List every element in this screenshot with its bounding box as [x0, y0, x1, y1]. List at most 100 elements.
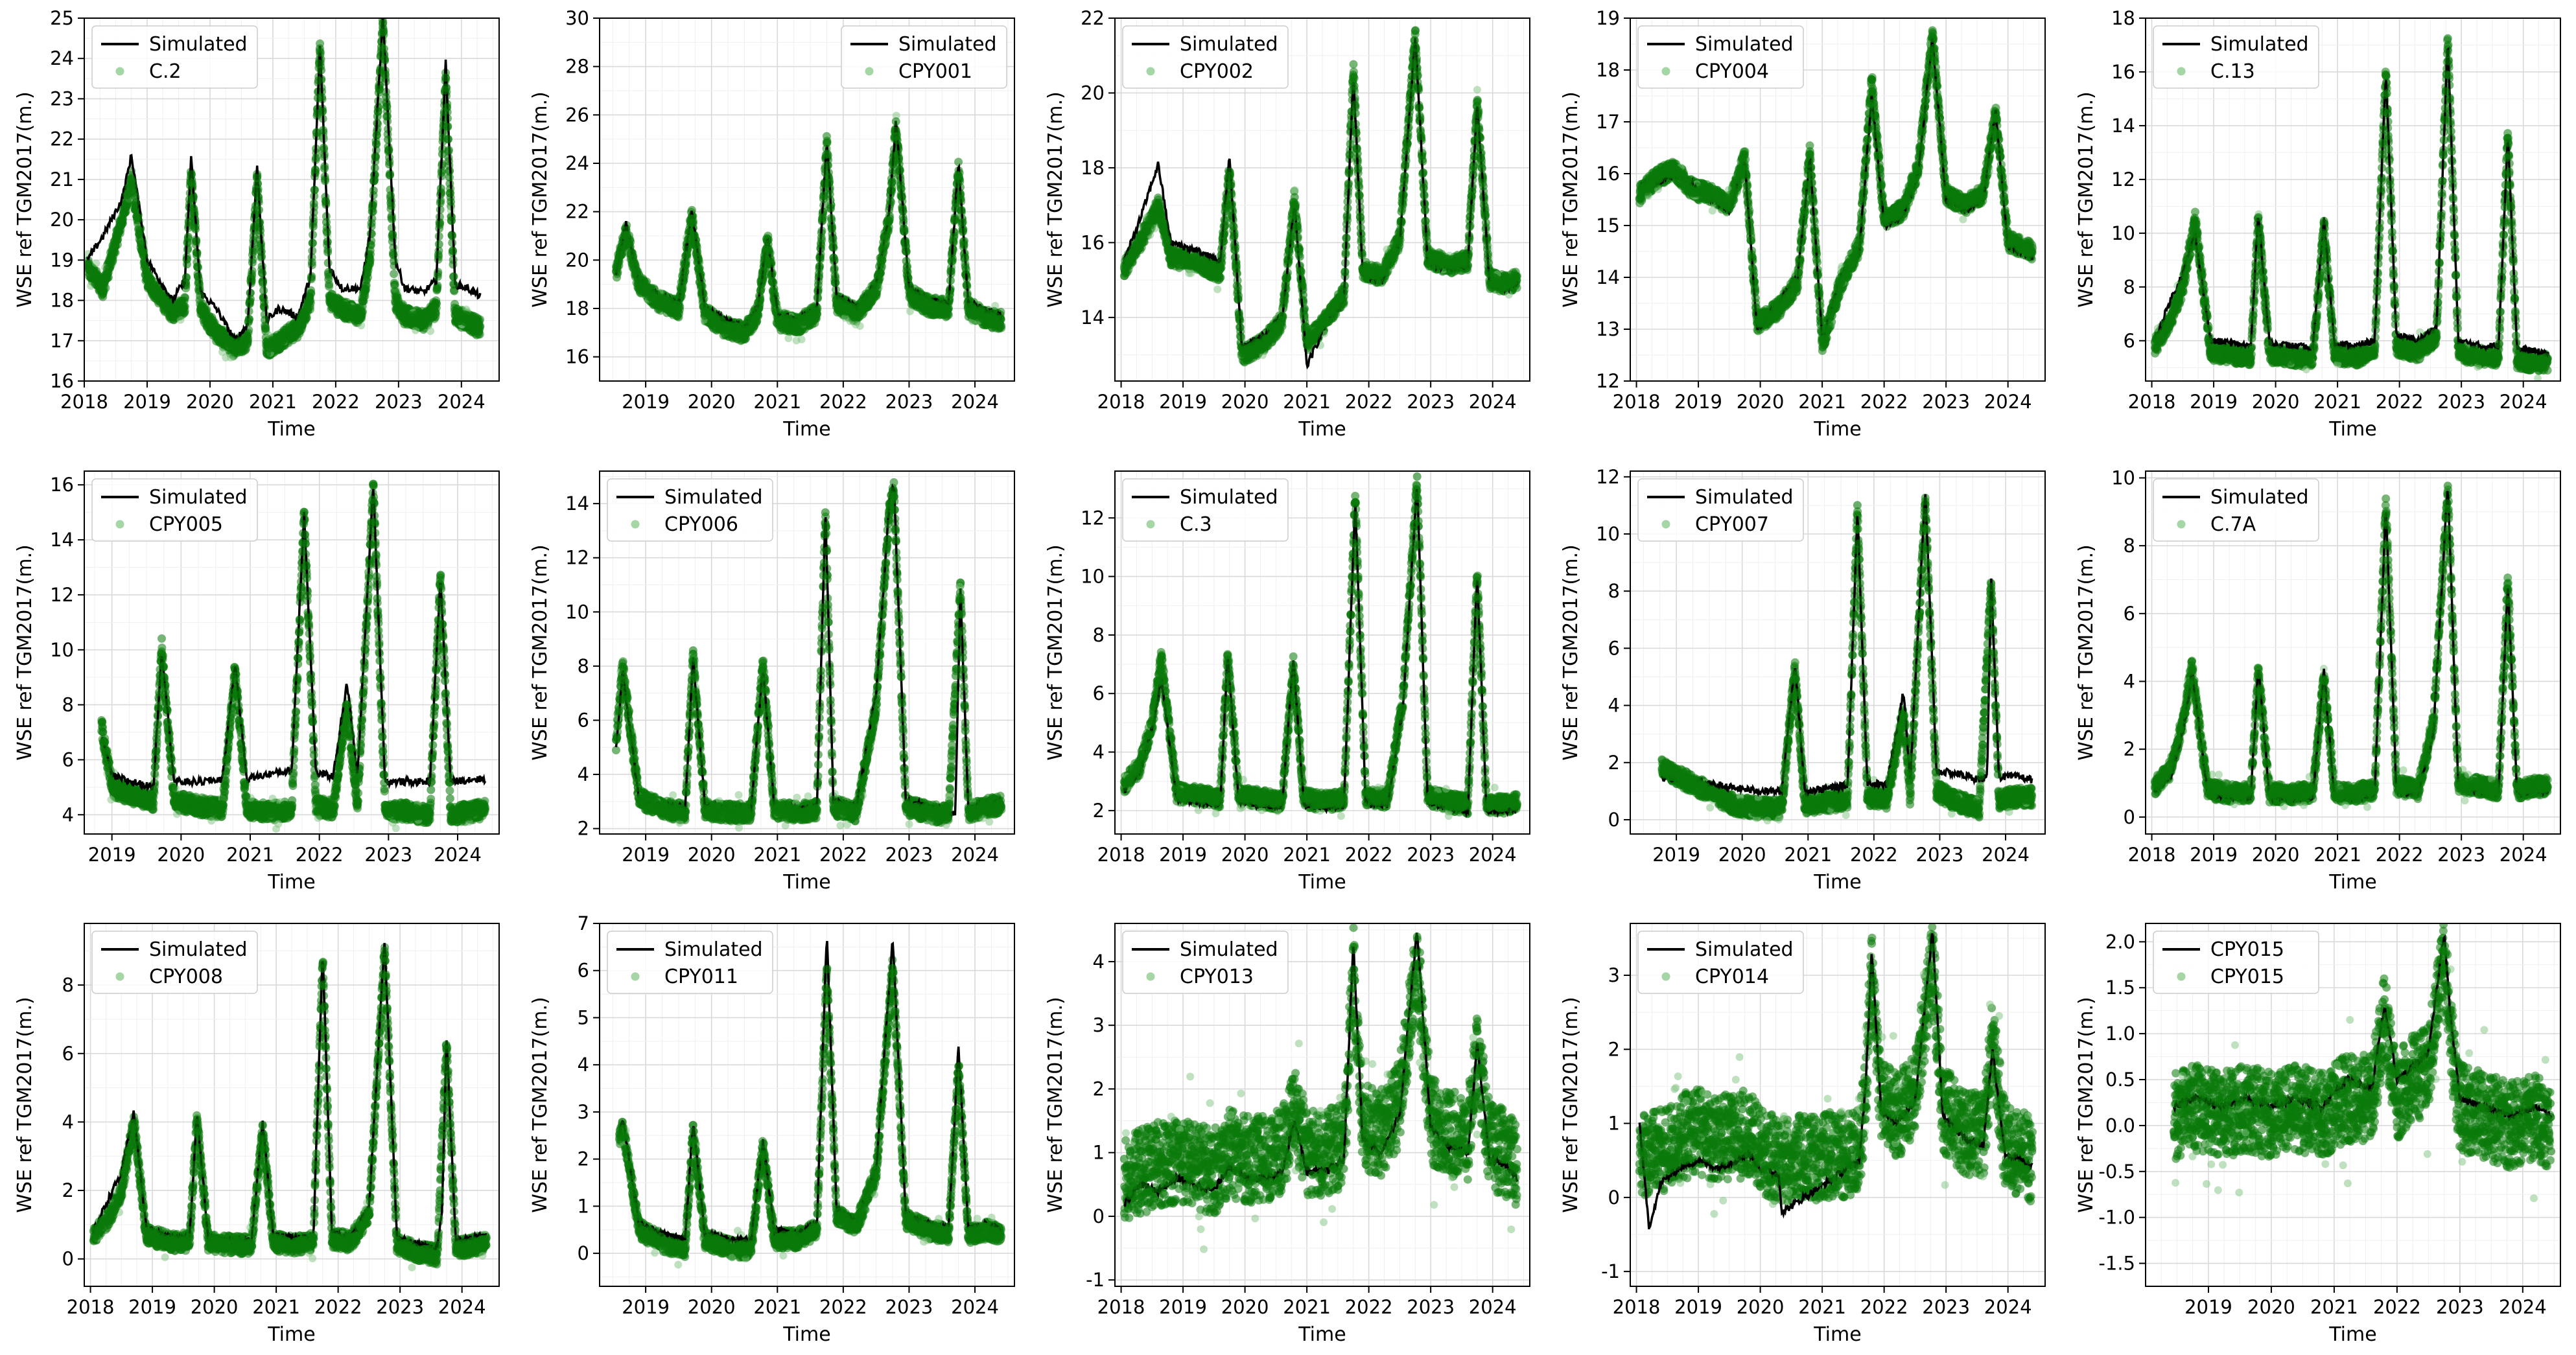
legend-observed-label: C.2	[149, 60, 181, 83]
observed-point	[818, 213, 827, 222]
observed-point	[372, 131, 381, 140]
observed-point	[196, 292, 205, 301]
observed-point	[944, 304, 953, 313]
observed-point	[445, 173, 454, 182]
x-tick-label: 2020	[186, 391, 234, 413]
observed-point	[823, 161, 832, 170]
observed-point	[957, 205, 966, 214]
observed-point	[294, 327, 303, 336]
observed-point	[130, 192, 139, 201]
y-tick-label: 19	[50, 249, 74, 271]
observed-point	[960, 253, 969, 262]
observed-point	[876, 269, 884, 278]
observed-point	[432, 303, 441, 312]
observed-point	[827, 224, 836, 233]
observed-point	[690, 232, 699, 241]
observed-point	[442, 103, 451, 112]
observed-point	[321, 176, 329, 185]
observed-point	[193, 262, 202, 272]
observed-point	[183, 233, 193, 241]
x-tick-label: 2018	[60, 391, 108, 413]
y-tick-label: 26	[565, 104, 589, 126]
observed-point	[445, 189, 454, 198]
observed-point	[134, 213, 143, 222]
observed-point	[822, 139, 831, 148]
observed-point	[365, 253, 374, 262]
x-axis-label: Time	[267, 418, 315, 441]
observed-point	[444, 146, 453, 155]
legend-simulated-label: Simulated	[898, 33, 997, 56]
observed-point	[449, 246, 457, 255]
y-tick-label: 25	[50, 7, 74, 29]
observed-point	[357, 308, 366, 318]
observed-point	[817, 233, 826, 242]
observed-point	[388, 230, 397, 239]
observed-point	[187, 170, 196, 179]
x-tick-label: 2024	[438, 391, 486, 413]
observed-point	[385, 160, 393, 169]
x-axis-label: Time	[782, 418, 830, 441]
observed-series-top	[84, 19, 484, 358]
observed-point	[872, 289, 880, 298]
observed-point	[948, 254, 957, 263]
x-tick-label: 2023	[885, 391, 933, 413]
observed-point	[433, 272, 442, 281]
observed-point	[475, 322, 484, 331]
observed-point	[882, 224, 891, 233]
observed-point	[770, 290, 779, 299]
observed-point	[244, 314, 253, 323]
observed-point	[306, 289, 315, 298]
observed-point	[435, 220, 444, 229]
observed-outlier-point	[784, 334, 793, 342]
observed-point	[99, 289, 108, 298]
y-tick-label: 16	[50, 370, 74, 392]
observed-point	[248, 248, 257, 257]
observed-point	[381, 71, 390, 80]
observed-point	[323, 228, 331, 237]
y-tick-label: 24	[50, 47, 74, 69]
observed-point	[831, 278, 840, 287]
y-tick-label: 24	[565, 152, 589, 174]
observed-point	[132, 198, 141, 207]
x-tick-label: 2019	[622, 391, 670, 413]
observed-point	[885, 196, 895, 205]
observed-point	[753, 312, 762, 321]
observed-point	[373, 107, 382, 116]
observed-point	[182, 260, 191, 269]
observed-point	[897, 192, 906, 202]
observed-point	[679, 271, 688, 280]
observed-point	[249, 231, 258, 240]
observed-point	[298, 319, 307, 328]
observed-point	[379, 44, 388, 53]
observed-point	[697, 281, 706, 290]
observed-point	[387, 201, 395, 210]
observed-point	[954, 157, 963, 167]
observed-point	[305, 302, 314, 311]
observed-point	[766, 259, 775, 268]
observed-outlier-point	[92, 259, 100, 268]
observed-point	[368, 201, 377, 210]
observed-point	[895, 165, 904, 174]
observed-point	[123, 196, 132, 205]
observed-point	[898, 205, 907, 214]
observed-point	[447, 197, 455, 206]
observed-point	[190, 207, 198, 216]
observed-point	[441, 73, 450, 82]
observed-point	[317, 65, 325, 75]
subplot-1: 2018 2019 2020 2021 2022 2023 2024Time16171819…	[14, 7, 500, 441]
x-tick-label: 2021	[753, 391, 801, 413]
observed-point	[683, 245, 692, 254]
observed-point	[319, 126, 327, 135]
observed-point	[450, 280, 458, 289]
plot-area	[611, 111, 1006, 345]
observed-point	[322, 218, 331, 227]
observed-point	[254, 192, 263, 202]
observed-outlier-point	[851, 320, 860, 329]
observed-outlier-point	[412, 326, 420, 334]
observed-point	[950, 214, 959, 223]
x-tick-label: 2019	[123, 391, 171, 413]
observed-point	[307, 275, 316, 284]
observed-point	[815, 255, 825, 264]
observed-point	[314, 76, 323, 85]
observed-point	[253, 180, 262, 189]
